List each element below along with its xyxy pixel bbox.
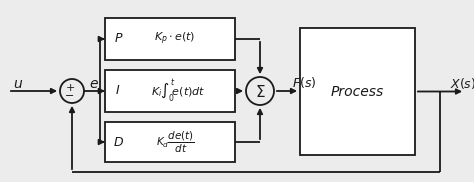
Text: −: −	[65, 91, 75, 101]
Bar	[105, 18, 235, 60]
Text: Process: Process	[331, 84, 384, 98]
Text: $K_i\int_0^t\!e(t)dt$: $K_i\int_0^t\!e(t)dt$	[151, 77, 205, 105]
Text: $\Sigma$: $\Sigma$	[255, 84, 265, 100]
Text: $X(s)$: $X(s)$	[450, 76, 474, 91]
Text: +: +	[65, 83, 75, 93]
Text: D: D	[113, 136, 123, 149]
Text: P: P	[114, 33, 122, 46]
Text: $K_d\dfrac{de(t)}{dt}$: $K_d\dfrac{de(t)}{dt}$	[155, 129, 194, 155]
Text: $F(s)$: $F(s)$	[292, 76, 316, 90]
Text: $e$: $e$	[89, 77, 99, 91]
Bar	[105, 70, 235, 112]
Text: I: I	[116, 84, 120, 98]
Text: $u$: $u$	[13, 77, 23, 91]
Bar	[300, 28, 415, 155]
Text: $K_p \cdot e(t)$: $K_p \cdot e(t)$	[155, 31, 196, 47]
Bar	[105, 122, 235, 162]
